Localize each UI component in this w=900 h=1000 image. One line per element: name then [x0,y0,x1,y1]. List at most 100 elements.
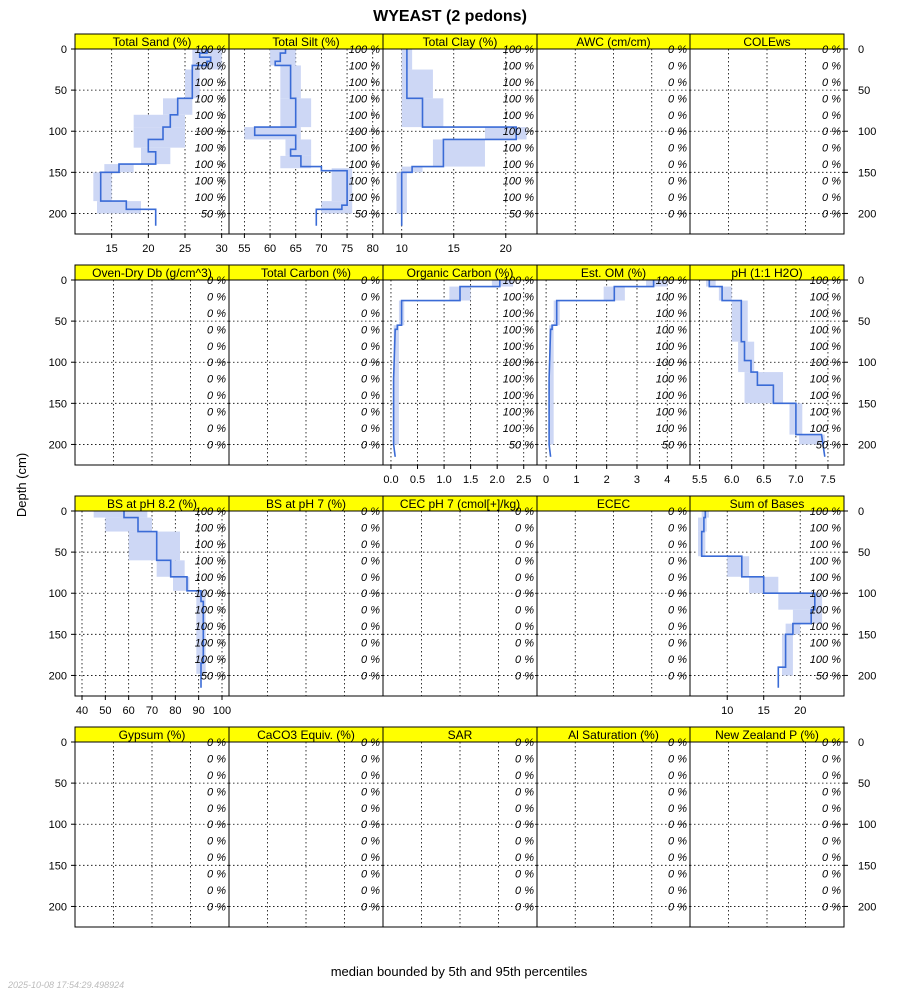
x-tick-label: 2.0 [490,474,505,486]
panel-strip-label: Total Clay (%) [423,35,498,49]
x-tick-label: 60 [264,243,276,255]
panel-8: Est. OM (%) 100 % 100 % 100 % 100 % 100 % 100 … [536,264,691,486]
data-fraction-label: 0 % [207,308,226,320]
data-fraction-label: 0 % [361,341,380,353]
percentile-band [778,593,823,610]
data-fraction-label: 0 % [822,192,841,204]
data-fraction-label: 100 % [810,605,841,617]
data-fraction-label: 0 % [361,770,380,782]
panel-strip-label: CEC pH 7 (cmol[+]/kg) [400,497,520,511]
percentile-band [432,139,485,167]
panel-frame [689,741,845,928]
x-tick-label: 80 [169,705,181,717]
data-fraction-label: 0 % [822,852,841,864]
x-tick-label: 1.0 [436,474,451,486]
data-fraction-label: 0 % [361,885,380,897]
percentile-band [196,590,206,674]
data-fraction-label: 0 % [515,539,534,551]
data-fraction-label: 0 % [207,423,226,435]
panel-strip-label: Total Silt (%) [272,35,339,49]
data-fraction-label: 0 % [668,770,687,782]
x-axis-caption: median bounded by 5th and 95th percentil… [331,964,588,979]
y-tick-label: 200 [49,208,67,220]
data-fraction-label: 100 % [195,159,226,171]
data-fraction-label: 100 % [656,275,687,287]
y-tick-label: 0 [61,506,67,518]
panel-0: Total Sand (%)100 %100 %100 %100 %100 %1… [49,33,230,255]
x-tick-label: 15 [758,705,770,717]
x-tick-label: 20 [500,243,512,255]
x-tick-label: 60 [123,705,135,717]
x-tick-label: 1.5 [463,474,478,486]
y-axis-label: Depth (cm) [14,453,29,517]
y-tick-label: 50 [55,778,67,790]
x-tick-label: 65 [290,243,302,255]
data-fraction-label: 100 % [195,572,226,584]
median-line [99,49,212,226]
y-tick-label: 100 [49,357,67,369]
y-tick-label: 200 [858,901,876,913]
data-fraction-label: 0 % [515,572,534,584]
data-fraction-label: 100 % [656,341,687,353]
data-fraction-label: 0 % [515,852,534,864]
y-tick-label: 100 [858,588,876,600]
data-fraction-label: 100 % [195,126,226,138]
data-fraction-label: 0 % [668,159,687,171]
x-tick-label: 20 [794,705,806,717]
x-tick-label: 3 [634,474,640,486]
y-tick-label: 150 [49,398,67,410]
median-line [548,280,655,457]
x-tick-label: 20 [142,243,154,255]
data-fraction-label: 100 % [810,357,841,369]
data-fraction-label: 0 % [668,654,687,666]
data-fraction-label: 100 % [195,638,226,650]
data-fraction-label: 0 % [207,324,226,336]
panel-strip-label: COLEws [743,35,790,49]
data-fraction-label: 0 % [668,555,687,567]
data-fraction-label: 100 % [195,110,226,122]
data-fraction-label: 0 % [822,159,841,171]
data-fraction-label: 0 % [207,390,226,402]
data-fraction-label: 0 % [207,737,226,749]
data-fraction-label: 0 % [668,885,687,897]
data-fraction-label: 100 % [503,275,534,287]
data-fraction-label: 100 % [810,555,841,567]
data-fraction-label: 0 % [668,77,687,89]
y-tick-label: 150 [858,167,876,179]
data-fraction-label: 0 % [515,605,534,617]
data-fraction-label: 0 % [361,621,380,633]
y-tick-label: 200 [858,439,876,451]
data-fraction-label: 100 % [503,77,534,89]
data-fraction-label: 50 % [201,208,226,220]
data-fraction-label: 0 % [822,208,841,220]
data-fraction-label: 0 % [668,44,687,56]
data-fraction-label: 100 % [503,44,534,56]
panel-strip-label: CaCO3 Equiv. (%) [257,728,355,742]
data-fraction-label: 0 % [207,341,226,353]
panel-strip-label: Gypsum (%) [119,728,186,742]
data-fraction-label: 100 % [810,341,841,353]
data-fraction-label: 0 % [668,869,687,881]
data-fraction-label: 0 % [361,291,380,303]
data-fraction-label: 100 % [349,159,380,171]
data-fraction-label: 0 % [822,803,841,815]
data-fraction-label: 0 % [515,869,534,881]
y-tick-label: 150 [858,629,876,641]
data-fraction-label: 0 % [361,572,380,584]
percentile-band [93,511,148,518]
data-fraction-label: 0 % [361,654,380,666]
data-fraction-label: 0 % [207,803,226,815]
data-fraction-label: 0 % [361,407,380,419]
x-tick-label: 100 [213,705,231,717]
data-fraction-label: 0 % [822,737,841,749]
data-fraction-label: 0 % [207,901,226,913]
data-fraction-label: 100 % [810,374,841,386]
data-fraction-label: 100 % [503,324,534,336]
data-fraction-label: 0 % [207,357,226,369]
data-fraction-label: 100 % [810,638,841,650]
data-fraction-label: 0 % [668,605,687,617]
data-fraction-label: 100 % [195,192,226,204]
y-tick-label: 50 [55,85,67,97]
data-fraction-label: 0 % [668,208,687,220]
data-fraction-label: 0 % [515,555,534,567]
